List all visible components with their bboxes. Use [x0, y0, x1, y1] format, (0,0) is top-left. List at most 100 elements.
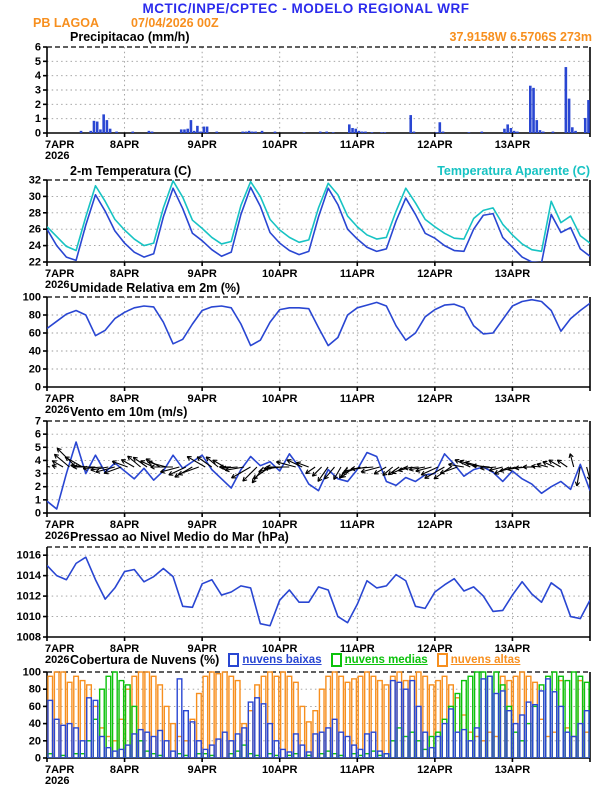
- mid-clouds-swatch-icon: [330, 653, 342, 667]
- svg-text:100: 100: [23, 667, 41, 679]
- svg-text:8APR: 8APR: [110, 519, 139, 531]
- svg-text:11APR: 11APR: [340, 393, 375, 405]
- svg-text:13APR: 13APR: [495, 519, 531, 531]
- svg-text:10APR: 10APR: [262, 764, 298, 776]
- svg-text:0: 0: [35, 508, 41, 520]
- svg-text:11APR: 11APR: [340, 268, 375, 280]
- svg-text:7APR: 7APR: [45, 139, 74, 151]
- svg-text:2026: 2026: [45, 530, 69, 541]
- page-title: MCTIC/INPE/CPTEC - MODELO REGIONAL WRF: [142, 1, 470, 16]
- svg-text:12APR: 12APR: [417, 519, 453, 531]
- svg-text:7APR: 7APR: [45, 643, 74, 655]
- svg-text:9APR: 9APR: [187, 139, 216, 151]
- svg-text:40: 40: [29, 346, 41, 358]
- svg-text:8APR: 8APR: [110, 643, 139, 655]
- svg-text:9APR: 9APR: [187, 764, 216, 776]
- svg-text:7APR: 7APR: [45, 393, 74, 405]
- panel-title-wind: Vento em 10m (m/s): [70, 405, 188, 419]
- svg-text:9APR: 9APR: [187, 643, 216, 655]
- svg-text:13APR: 13APR: [495, 268, 531, 280]
- legend-item-high-clouds: nuvens altas: [436, 653, 521, 667]
- svg-text:11APR: 11APR: [340, 519, 375, 531]
- legend-item-low-clouds: nuvens baixas: [228, 653, 322, 667]
- run-datetime: 07/04/2026 00Z: [131, 16, 219, 30]
- svg-text:12APR: 12APR: [417, 268, 453, 280]
- svg-text:60: 60: [29, 701, 41, 713]
- svg-text:2026: 2026: [45, 279, 69, 290]
- svg-text:9APR: 9APR: [187, 519, 216, 531]
- svg-text:4: 4: [35, 70, 42, 82]
- svg-text:1008: 1008: [17, 632, 41, 644]
- svg-text:10APR: 10APR: [262, 519, 298, 531]
- cloud-cover-chart: 0 20 40 60 80 100 7APR 8APR 9APR 10APR 11APR 12APR 1…: [23, 667, 591, 786]
- svg-text:40: 40: [29, 718, 41, 730]
- panel-title-pressure: Pressao ao Nivel Medio do Mar (hPa): [70, 530, 289, 544]
- svg-text:12APR: 12APR: [417, 139, 453, 151]
- svg-text:24: 24: [29, 240, 42, 252]
- svg-text:2026: 2026: [45, 654, 69, 665]
- svg-text:80: 80: [29, 684, 41, 696]
- cloud-legend-row: Cobertura de Nuvens (%) nuvens baixas nu…: [70, 653, 595, 667]
- svg-text:12APR: 12APR: [417, 643, 453, 655]
- svg-text:13APR: 13APR: [495, 643, 531, 655]
- pressure-chart: 1008 1010 1012 1014 1016 7APR 8APR 9APR 10APR 11A…: [17, 546, 591, 665]
- high-clouds-label: nuvens altas: [450, 654, 521, 666]
- svg-text:11APR: 11APR: [340, 643, 375, 655]
- legend-item-mid-clouds: nuvens medias: [330, 653, 428, 667]
- humidity-chart: 0 20 40 60 80 100 7APR 8APR 9APR 10APR 11APR 12APR 1…: [23, 292, 591, 415]
- svg-text:1: 1: [35, 494, 41, 506]
- svg-text:20: 20: [29, 735, 41, 747]
- svg-text:5: 5: [35, 56, 41, 68]
- svg-text:13APR: 13APR: [495, 393, 531, 405]
- svg-text:60: 60: [29, 328, 41, 340]
- panel-title-humidity: Umidade Relativa em 2m (%): [70, 281, 241, 295]
- svg-text:2026: 2026: [45, 404, 69, 415]
- svg-text:13APR: 13APR: [495, 764, 531, 776]
- svg-text:11APR: 11APR: [340, 764, 375, 776]
- panel-title-clouds: Cobertura de Nuvens (%): [70, 653, 220, 667]
- apparent-temperature-label: Temperatura Aparente (C): [437, 164, 590, 178]
- temperature-chart: 22 24 26 28 30 32 7APR 8APR 9APR 10APR 11APR 12APR 1…: [29, 175, 591, 290]
- svg-text:22: 22: [29, 257, 41, 269]
- svg-text:10APR: 10APR: [262, 268, 298, 280]
- station-name: PB LAGOA: [33, 16, 99, 30]
- svg-text:1: 1: [35, 113, 41, 125]
- svg-text:8APR: 8APR: [110, 268, 139, 280]
- svg-text:8APR: 8APR: [110, 764, 139, 776]
- svg-text:32: 32: [29, 175, 41, 187]
- svg-text:100: 100: [23, 292, 41, 304]
- svg-text:7: 7: [35, 416, 41, 428]
- svg-text:12APR: 12APR: [417, 764, 453, 776]
- svg-text:20: 20: [29, 364, 41, 376]
- low-clouds-swatch-icon: [228, 653, 240, 667]
- svg-text:0: 0: [35, 128, 41, 140]
- svg-text:30: 30: [29, 191, 41, 203]
- svg-text:10APR: 10APR: [262, 139, 298, 151]
- station-coordinates: 37.9158W 6.5706S 273m: [449, 30, 592, 44]
- svg-text:13APR: 13APR: [495, 139, 531, 151]
- low-clouds-label: nuvens baixas: [242, 654, 322, 666]
- high-clouds-swatch-icon: [436, 653, 448, 667]
- svg-text:2: 2: [35, 99, 41, 111]
- svg-text:3: 3: [35, 85, 41, 97]
- svg-text:3: 3: [35, 468, 41, 480]
- svg-text:26: 26: [29, 224, 41, 236]
- svg-text:7APR: 7APR: [45, 519, 74, 531]
- svg-text:2026: 2026: [45, 150, 69, 161]
- svg-text:8APR: 8APR: [110, 393, 139, 405]
- svg-text:2: 2: [35, 481, 41, 493]
- svg-text:7APR: 7APR: [45, 268, 74, 280]
- svg-text:6: 6: [35, 42, 41, 54]
- svg-text:11APR: 11APR: [340, 139, 375, 151]
- svg-text:5: 5: [35, 442, 41, 454]
- svg-text:6: 6: [35, 429, 41, 441]
- svg-text:9APR: 9APR: [187, 268, 216, 280]
- svg-text:1010: 1010: [17, 611, 41, 623]
- mid-clouds-label: nuvens medias: [344, 654, 428, 666]
- svg-text:0: 0: [35, 382, 41, 394]
- svg-text:4: 4: [35, 455, 42, 467]
- svg-text:80: 80: [29, 310, 41, 322]
- panel-title-precipitation: Precipitacao (mm/h): [70, 30, 190, 44]
